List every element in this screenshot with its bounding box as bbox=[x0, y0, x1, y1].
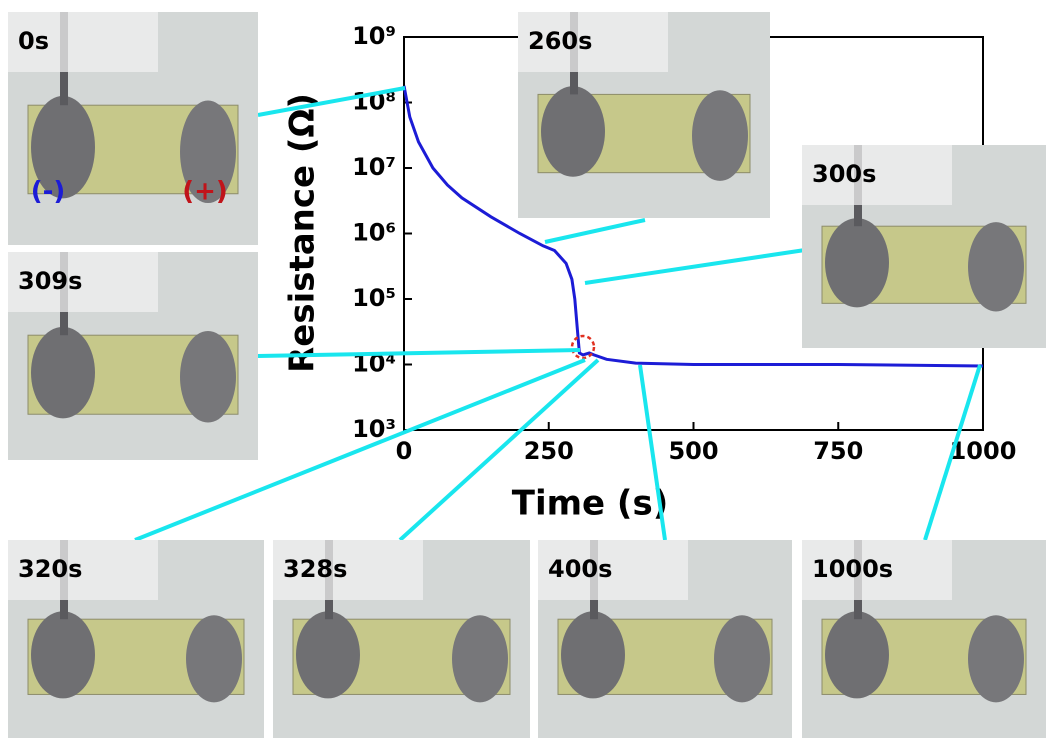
electrode bbox=[452, 615, 508, 702]
x-axis-title: Time (s) bbox=[512, 484, 669, 524]
electrode bbox=[296, 611, 360, 698]
polarity-label: (+) bbox=[182, 177, 228, 207]
electrode bbox=[186, 615, 242, 702]
inset-label: 328s bbox=[283, 555, 347, 583]
inset-label: 260s bbox=[528, 27, 592, 55]
electrode bbox=[541, 86, 605, 177]
electrode bbox=[561, 611, 625, 698]
arrow bbox=[545, 220, 645, 242]
electrode bbox=[968, 615, 1024, 702]
electrode bbox=[692, 90, 748, 181]
chart: Time (s) Resistance (Ω) 0 250 500 750 1000 10… bbox=[0, 0, 1049, 740]
x-tick-label: 0 bbox=[396, 437, 413, 465]
x-tick-label: 250 bbox=[524, 437, 574, 465]
x-tick-label: 1000 bbox=[950, 437, 1017, 465]
x-tick-label: 500 bbox=[668, 437, 718, 465]
x-tick-label: 750 bbox=[813, 437, 863, 465]
polarity-label: (-) bbox=[31, 177, 66, 207]
electrode bbox=[825, 218, 889, 307]
electrode bbox=[714, 615, 770, 702]
electrode bbox=[31, 327, 95, 419]
inset-photo: 260s bbox=[518, 12, 770, 218]
inset-photo: 400s bbox=[538, 540, 792, 738]
inset-label: 0s bbox=[18, 27, 49, 55]
y-axis-title: Resistance (Ω) bbox=[283, 93, 323, 373]
inset-label: 320s bbox=[18, 555, 82, 583]
electrode bbox=[180, 331, 236, 423]
inset-photo: 1000s bbox=[802, 540, 1046, 738]
inset-photo: 328s bbox=[273, 540, 530, 738]
electrode bbox=[31, 611, 95, 698]
inset-photo: 320s bbox=[8, 540, 264, 738]
inset-label: 400s bbox=[548, 555, 612, 583]
inset-photo: 309s bbox=[8, 252, 258, 460]
inset-photo: 0s bbox=[8, 12, 258, 245]
y-tick-label: 10⁵ bbox=[352, 284, 396, 312]
electrode bbox=[968, 222, 1024, 311]
electrode bbox=[825, 611, 889, 698]
y-tick-label: 10⁶ bbox=[352, 219, 396, 247]
arrow bbox=[585, 250, 805, 283]
y-tick-label: 10⁷ bbox=[352, 153, 396, 181]
inset-label: 309s bbox=[18, 267, 82, 295]
inset-label: 1000s bbox=[812, 555, 893, 583]
inset-label: 300s bbox=[812, 160, 876, 188]
y-tick-label: 10⁹ bbox=[352, 22, 396, 50]
inset-photo: 300s bbox=[802, 145, 1046, 348]
